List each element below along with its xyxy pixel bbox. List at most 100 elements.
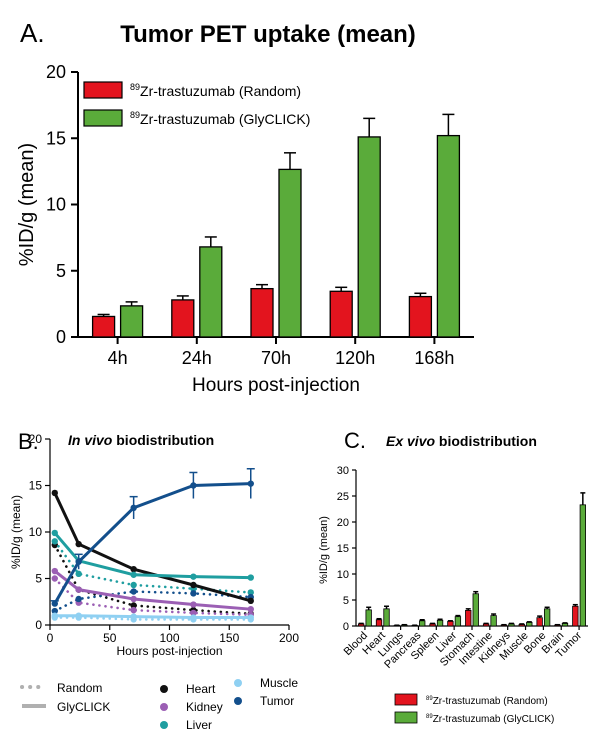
- bar: [436, 134, 461, 338]
- data-point: [130, 566, 137, 573]
- y-tick-label: 10: [337, 569, 349, 581]
- data-point: [130, 581, 137, 589]
- bar: [250, 287, 274, 338]
- bar: [579, 504, 586, 627]
- legend-dot: [160, 685, 168, 693]
- bar: [561, 623, 569, 627]
- bar: [357, 136, 381, 338]
- legend-label: Tumor: [260, 694, 294, 708]
- panel-c: C. Ex vivo biodistribution 0 5 10 15 20 25 30 %ID…: [318, 428, 588, 725]
- bar: [572, 605, 579, 627]
- y-tick-label: 15: [337, 543, 349, 555]
- bar: [447, 620, 454, 627]
- bar: [408, 295, 433, 338]
- data-point: [51, 489, 58, 497]
- bar: [508, 623, 515, 627]
- legend-label: Liver: [186, 718, 212, 732]
- bar: [329, 290, 353, 338]
- bar: [358, 623, 365, 627]
- data-point: [130, 595, 137, 603]
- y-tick-label: 5: [56, 261, 66, 281]
- bar: [536, 617, 543, 627]
- legend-label: 89Zr-trastuzumab (GlyCLICK): [130, 110, 310, 127]
- y-tick-label: 5: [343, 595, 349, 607]
- panel-label: A.: [20, 18, 45, 48]
- bar: [199, 246, 223, 338]
- y-tick-label: 10: [46, 195, 66, 215]
- y-tick-label: 15: [29, 479, 43, 493]
- data-point: [130, 606, 137, 614]
- data-point: [190, 614, 197, 621]
- bar: [454, 616, 462, 627]
- legend-dot: [160, 703, 168, 711]
- data-point: [51, 538, 58, 545]
- legend-swatch: [394, 711, 418, 724]
- series-line: [53, 577, 253, 617]
- bar: [419, 620, 426, 627]
- data-point: [75, 595, 82, 603]
- panel-label: C.: [344, 428, 366, 453]
- bar: [383, 608, 390, 627]
- legend-dot: [234, 697, 242, 705]
- y-tick-label: 10: [29, 525, 43, 539]
- y-tick-label: 25: [337, 491, 349, 503]
- legend-dot: [234, 679, 242, 687]
- y-tick-label: 15: [46, 128, 66, 148]
- bar: [472, 593, 479, 627]
- legend-label: Heart: [186, 682, 216, 696]
- series-line: [53, 491, 253, 603]
- chart-title: In vivo biodistribution: [68, 432, 214, 448]
- y-tick-label: 20: [337, 517, 349, 529]
- x-tick-label: 100: [159, 631, 179, 645]
- bar: [171, 299, 195, 338]
- bar: [375, 619, 383, 627]
- bar: [490, 615, 497, 627]
- data-point: [130, 602, 137, 609]
- data-point: [51, 567, 58, 575]
- y-axis-label: %ID/g (mean): [318, 516, 330, 584]
- series-line: [53, 590, 253, 613]
- data-point: [247, 589, 254, 596]
- legend-swatch: [394, 693, 418, 706]
- y-tick-label: 20: [29, 432, 43, 446]
- x-tick-label: 24h: [182, 348, 212, 368]
- bar: [119, 305, 144, 338]
- data-point: [51, 575, 58, 582]
- data-point: [75, 586, 82, 593]
- data-point: [130, 588, 137, 595]
- data-point: [75, 540, 82, 548]
- bar: [429, 623, 436, 627]
- bar: [365, 609, 372, 627]
- x-axis-label: Hours post-injection: [116, 644, 222, 658]
- bar: [526, 621, 533, 627]
- panel-a: A. Tumor PET uptake (mean) 0 5 10 15 20 %ID/g (…: [16, 18, 474, 396]
- legend-label: 89Zr-trastuzumab (GlyCLICK): [426, 714, 554, 725]
- x-tick-label: 168h: [414, 348, 454, 368]
- data-point: [190, 601, 197, 608]
- x-axis-label: Hours post-injection: [192, 375, 360, 396]
- bar: [436, 619, 444, 627]
- legend-label: Muscle: [260, 676, 298, 690]
- data-point: [75, 612, 82, 619]
- data-point: [190, 581, 197, 589]
- y-axis-label: %ID/g (mean): [9, 495, 23, 569]
- y-tick-label: 0: [56, 327, 66, 347]
- x-tick-label: 120h: [335, 348, 375, 368]
- data-point: [51, 607, 58, 615]
- legend-label: 89Zr-trastuzumab (Random): [130, 82, 301, 99]
- legend-swatch: [83, 109, 123, 127]
- x-tick-label: 150: [219, 631, 239, 645]
- legend-label: Kidney: [186, 700, 223, 714]
- y-tick-label: 20: [46, 62, 66, 82]
- x-tick-label: 0: [47, 631, 54, 645]
- bar: [543, 608, 551, 627]
- bar: [482, 623, 490, 627]
- x-tick-label: 50: [103, 631, 117, 645]
- data-point: [247, 597, 254, 605]
- legend-label: 89Zr-trastuzumab (Random): [426, 696, 548, 707]
- x-tick-label: 70h: [261, 348, 291, 368]
- y-tick-label: 0: [35, 618, 42, 632]
- data-point: [190, 609, 197, 617]
